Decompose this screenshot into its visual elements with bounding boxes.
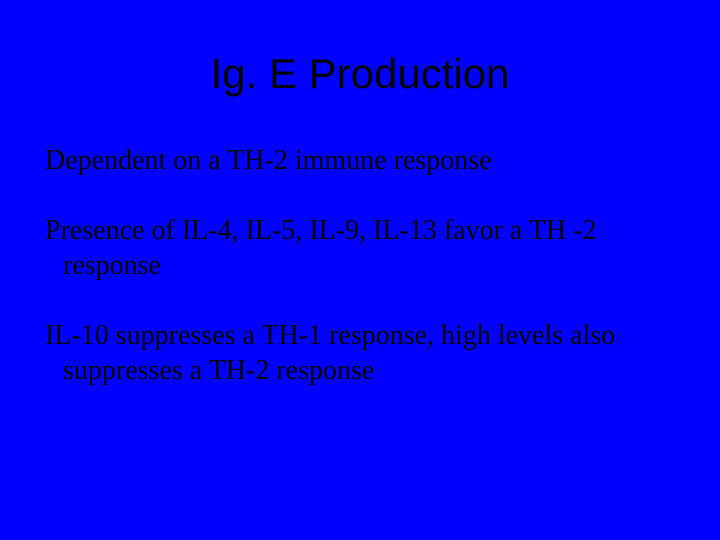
paragraph-1: Dependent on a TH-2 immune response (45, 143, 675, 178)
slide-title: Ig. E Production (45, 50, 675, 98)
slide-container: Ig. E Production Dependent on a TH-2 imm… (0, 0, 720, 540)
paragraph-3: IL-10 suppresses a TH-1 response, high l… (45, 318, 675, 388)
paragraph-2: Presence of IL-4, IL-5, IL-9, IL-13 favo… (45, 213, 675, 283)
